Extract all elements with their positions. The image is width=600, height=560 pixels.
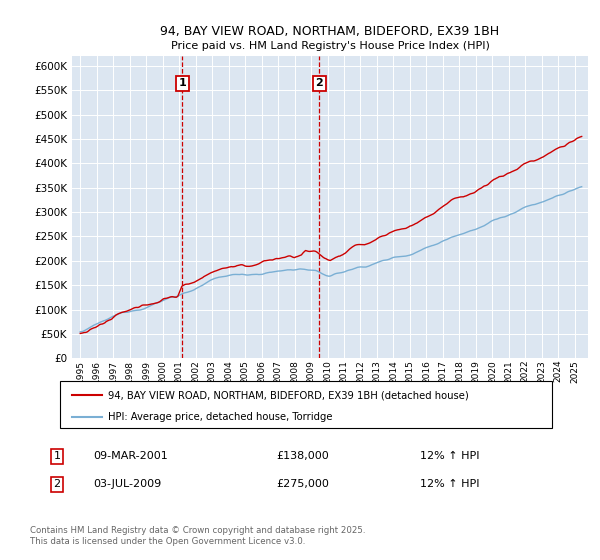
Text: 1: 1 bbox=[178, 78, 186, 88]
Text: HPI: Average price, detached house, Torridge: HPI: Average price, detached house, Torr… bbox=[108, 412, 332, 422]
Text: 2: 2 bbox=[316, 78, 323, 88]
Text: Contains HM Land Registry data © Crown copyright and database right 2025.
This d: Contains HM Land Registry data © Crown c… bbox=[30, 526, 365, 546]
Text: 12% ↑ HPI: 12% ↑ HPI bbox=[420, 479, 479, 489]
Text: 94, BAY VIEW ROAD, NORTHAM, BIDEFORD, EX39 1BH: 94, BAY VIEW ROAD, NORTHAM, BIDEFORD, EX… bbox=[160, 25, 500, 38]
Text: 12% ↑ HPI: 12% ↑ HPI bbox=[420, 451, 479, 461]
Text: 03-JUL-2009: 03-JUL-2009 bbox=[93, 479, 161, 489]
Text: 1: 1 bbox=[53, 451, 61, 461]
Text: 94, BAY VIEW ROAD, NORTHAM, BIDEFORD, EX39 1BH (detached house): 94, BAY VIEW ROAD, NORTHAM, BIDEFORD, EX… bbox=[108, 390, 469, 400]
Text: Price paid vs. HM Land Registry's House Price Index (HPI): Price paid vs. HM Land Registry's House … bbox=[170, 41, 490, 51]
Text: 2: 2 bbox=[53, 479, 61, 489]
Text: £275,000: £275,000 bbox=[276, 479, 329, 489]
Text: £138,000: £138,000 bbox=[276, 451, 329, 461]
Text: 09-MAR-2001: 09-MAR-2001 bbox=[93, 451, 168, 461]
